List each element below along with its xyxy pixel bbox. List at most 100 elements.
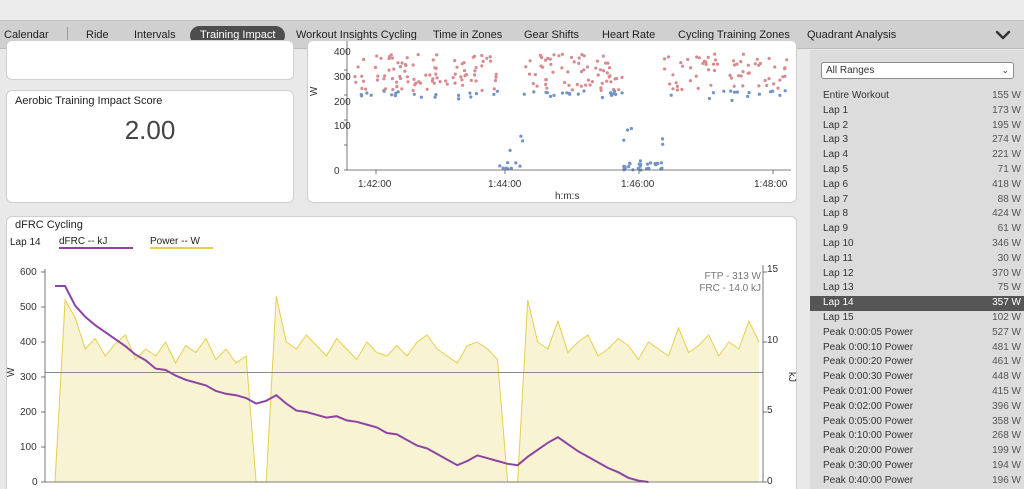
scatter-point bbox=[737, 74, 741, 78]
range-item[interactable]: Lap 15 102 W bbox=[810, 311, 1024, 326]
scatter-point bbox=[629, 126, 633, 131]
aerobic-impact-title: Aerobic Training Impact Score bbox=[15, 95, 163, 107]
scatter-point bbox=[663, 67, 667, 71]
scatter-point bbox=[382, 77, 386, 81]
range-item-label: Peak 0:20:00 Power bbox=[823, 445, 914, 457]
scatter-point bbox=[375, 78, 380, 82]
scatter-point bbox=[620, 75, 624, 79]
legend-power: Power -- W bbox=[150, 236, 201, 247]
scatter-point bbox=[492, 92, 496, 96]
range-item[interactable]: Peak 0:01:00 Power 415 W bbox=[810, 385, 1024, 400]
range-item-value: 102 W bbox=[992, 312, 1021, 323]
frc-annotation: FRC - 14.0 kJ bbox=[699, 283, 761, 294]
scatter-point bbox=[435, 53, 439, 57]
scatter-point bbox=[451, 76, 455, 80]
range-item[interactable]: Lap 2 195 W bbox=[810, 119, 1024, 134]
scatter-ytick-100: 100 bbox=[334, 121, 351, 132]
scatter-point bbox=[373, 65, 378, 69]
tab-heart-rate[interactable]: Heart Rate bbox=[602, 29, 656, 41]
tab-time-in-zones[interactable]: Time in Zones bbox=[433, 29, 503, 41]
range-item[interactable]: Lap 9 61 W bbox=[810, 222, 1024, 237]
dfrc-rtick-10: 10 bbox=[767, 335, 779, 346]
scatter-point bbox=[732, 63, 737, 67]
scatter-point bbox=[741, 84, 745, 88]
scatter-point bbox=[509, 166, 513, 170]
scatter-point bbox=[514, 161, 518, 165]
range-item[interactable]: Lap 13 75 W bbox=[810, 281, 1024, 296]
tab-ride[interactable]: Ride bbox=[86, 29, 109, 41]
scatter-point bbox=[580, 53, 584, 57]
range-item[interactable]: Lap 8 424 W bbox=[810, 207, 1024, 222]
tab-workout-insights-cycling[interactable]: Workout Insights Cycling bbox=[296, 29, 417, 41]
range-item-value: 527 W bbox=[992, 326, 1021, 338]
dfrc-ytick-200: 200 bbox=[20, 407, 37, 418]
scatter-point bbox=[655, 161, 659, 165]
range-item[interactable]: Peak 0:20:00 Power 199 W bbox=[810, 444, 1024, 459]
scatter-point bbox=[711, 91, 715, 95]
scatter-point bbox=[453, 81, 457, 85]
scatter-point bbox=[688, 79, 692, 83]
scatter-point bbox=[551, 70, 555, 74]
scatter-point bbox=[607, 66, 612, 70]
scatter-point bbox=[432, 81, 436, 85]
tab-cycling-training-zones[interactable]: Cycling Training Zones bbox=[678, 29, 790, 41]
range-item[interactable]: Lap 7 88 W bbox=[810, 193, 1024, 208]
scatter-point bbox=[522, 92, 526, 96]
range-item[interactable]: Lap 10 346 W bbox=[810, 237, 1024, 252]
tab-intervals[interactable]: Intervals bbox=[134, 29, 176, 41]
scatter-point bbox=[395, 80, 399, 84]
scatter-point bbox=[613, 77, 617, 81]
scatter-point bbox=[495, 89, 499, 93]
scatter-point bbox=[579, 70, 584, 74]
range-item[interactable]: Peak 0:02:00 Power 396 W bbox=[810, 400, 1024, 415]
range-item[interactable]: Peak 0:00:30 Power 448 W bbox=[810, 370, 1024, 385]
range-item[interactable]: Lap 4 221 W bbox=[810, 148, 1024, 163]
range-item[interactable]: Lap 3 274 W bbox=[810, 133, 1024, 148]
scatter-point bbox=[493, 78, 498, 83]
scatter-point bbox=[668, 82, 672, 86]
range-item-label: Entire Workout bbox=[823, 90, 889, 101]
range-item[interactable]: Peak 0:40:00 Power 196 W bbox=[810, 474, 1024, 489]
scatter-point bbox=[460, 78, 464, 82]
scatter-point bbox=[622, 138, 626, 142]
range-item[interactable]: Peak 0:00:10 Power 481 W bbox=[810, 341, 1024, 356]
scatter-point bbox=[390, 56, 394, 60]
range-item-label: Lap 7 bbox=[823, 193, 849, 205]
scatter-points bbox=[353, 52, 789, 172]
tab-quadrant-analysis[interactable]: Quadrant Analysis bbox=[807, 29, 897, 41]
tab-calendar[interactable]: Calendar bbox=[4, 29, 49, 41]
range-item-label: Lap 2 bbox=[823, 119, 849, 131]
scatter-point bbox=[715, 62, 720, 66]
range-item[interactable]: Peak 0:10:00 Power 268 W bbox=[810, 429, 1024, 444]
scatter-point bbox=[474, 66, 478, 70]
range-item-value: 424 W bbox=[992, 208, 1021, 220]
scatter-point bbox=[419, 95, 423, 99]
top-left-card bbox=[6, 40, 294, 80]
scatter-point bbox=[709, 83, 713, 87]
tab-gear-shifts[interactable]: Gear Shifts bbox=[524, 29, 580, 41]
scatter-point bbox=[681, 64, 685, 68]
range-item[interactable]: Peak 0:30:00 Power 194 W bbox=[810, 459, 1024, 474]
range-item[interactable]: Lap 12 370 W bbox=[810, 267, 1024, 282]
range-item[interactable]: Peak 0:00:05 Power 527 W bbox=[810, 326, 1024, 341]
range-item[interactable]: Lap 5 71 W bbox=[810, 163, 1024, 178]
scatter-point bbox=[508, 148, 512, 152]
range-item[interactable]: Peak 0:00:20 Power 461 W bbox=[810, 355, 1024, 370]
scatter-point bbox=[389, 53, 393, 57]
chevron-down-icon[interactable] bbox=[994, 27, 1012, 43]
range-item[interactable]: Lap 11 30 W bbox=[810, 252, 1024, 267]
range-item[interactable]: Lap 6 418 W bbox=[810, 178, 1024, 193]
range-item-label: Peak 0:00:10 Power bbox=[823, 341, 914, 353]
range-item[interactable]: Lap 14 357 W bbox=[810, 296, 1024, 311]
scatter-point bbox=[433, 95, 437, 99]
scatter-point bbox=[702, 59, 707, 63]
range-select[interactable]: All Ranges ⌄ bbox=[821, 62, 1014, 79]
range-item-label: Peak 0:10:00 Power bbox=[823, 430, 914, 442]
range-item[interactable]: Lap 1 173 W bbox=[810, 104, 1024, 119]
range-item[interactable]: Peak 0:05:00 Power 358 W bbox=[810, 415, 1024, 430]
scatter-point bbox=[601, 54, 605, 58]
scatter-point bbox=[524, 65, 528, 69]
range-item-label: Lap 15 bbox=[823, 312, 854, 323]
range-item[interactable]: Entire Workout 155 W bbox=[810, 89, 1024, 104]
scatter-point bbox=[586, 78, 591, 82]
